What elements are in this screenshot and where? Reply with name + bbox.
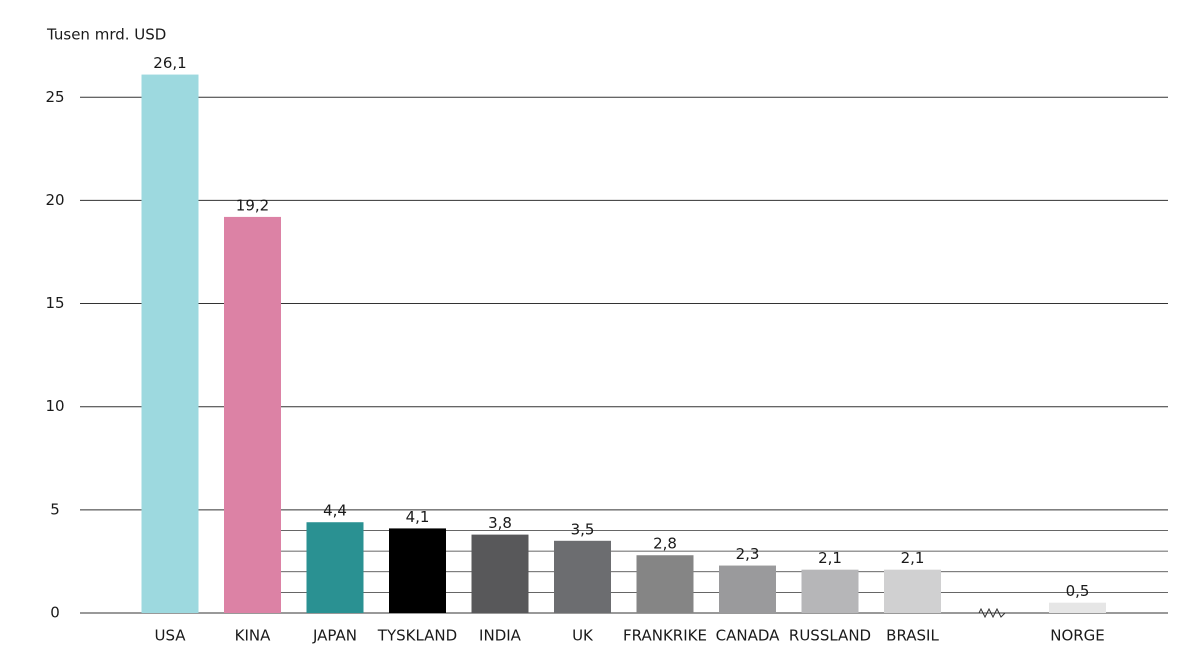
bar: [719, 565, 776, 613]
x-tick-label: TYSKLAND: [377, 627, 457, 645]
x-tick-label: CANADA: [716, 627, 781, 645]
y-tick-label: 0: [50, 604, 60, 622]
bar: [389, 528, 446, 613]
value-label: 3,5: [571, 520, 595, 538]
value-label: 2,1: [901, 549, 925, 567]
y-tick-label: 25: [45, 88, 64, 106]
x-tick-label: KINA: [235, 627, 271, 645]
x-tick-label: USA: [154, 627, 186, 645]
x-tick-label: INDIA: [479, 627, 522, 645]
value-label: 19,2: [236, 196, 269, 214]
value-label: 26,1: [153, 54, 186, 72]
y-axis-label: Tusen mrd. USD: [46, 26, 166, 44]
x-tick-label: FRANKRIKE: [623, 627, 707, 645]
value-label: 2,1: [818, 549, 842, 567]
y-tick-label: 15: [45, 294, 64, 312]
bar: [884, 569, 941, 613]
value-label: 2,3: [736, 545, 760, 563]
y-tick-label: 5: [50, 500, 60, 518]
value-label: 2,8: [653, 535, 677, 553]
x-tick-label: RUSSLAND: [789, 627, 871, 645]
y-tick-label: 20: [45, 191, 64, 209]
bar: [141, 74, 199, 614]
x-tick-label: JAPAN: [312, 627, 357, 645]
bar: [306, 522, 364, 613]
bar: [801, 569, 859, 613]
x-tick-label: UK: [572, 627, 594, 645]
value-label: 0,5: [1066, 582, 1090, 600]
bar: [554, 540, 611, 613]
bar: [1049, 602, 1106, 613]
bar: [471, 534, 529, 613]
y-tick-label: 10: [45, 397, 64, 415]
value-label: 3,8: [488, 514, 512, 532]
x-tick-label: BRASIL: [886, 627, 939, 645]
bar: [636, 555, 694, 613]
x-tick-label: NORGE: [1050, 627, 1105, 645]
value-label: 4,1: [406, 508, 430, 526]
value-label: 4,4: [323, 502, 347, 520]
bar: [224, 216, 281, 613]
axis-break: [967, 607, 1023, 619]
